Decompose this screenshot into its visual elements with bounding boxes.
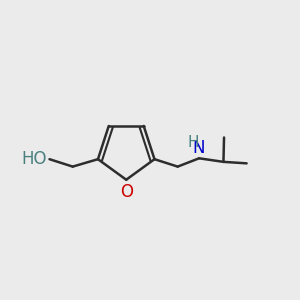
Text: HO: HO <box>22 150 47 168</box>
Text: O: O <box>120 183 133 201</box>
Text: N: N <box>193 139 205 157</box>
Text: H: H <box>188 135 200 150</box>
